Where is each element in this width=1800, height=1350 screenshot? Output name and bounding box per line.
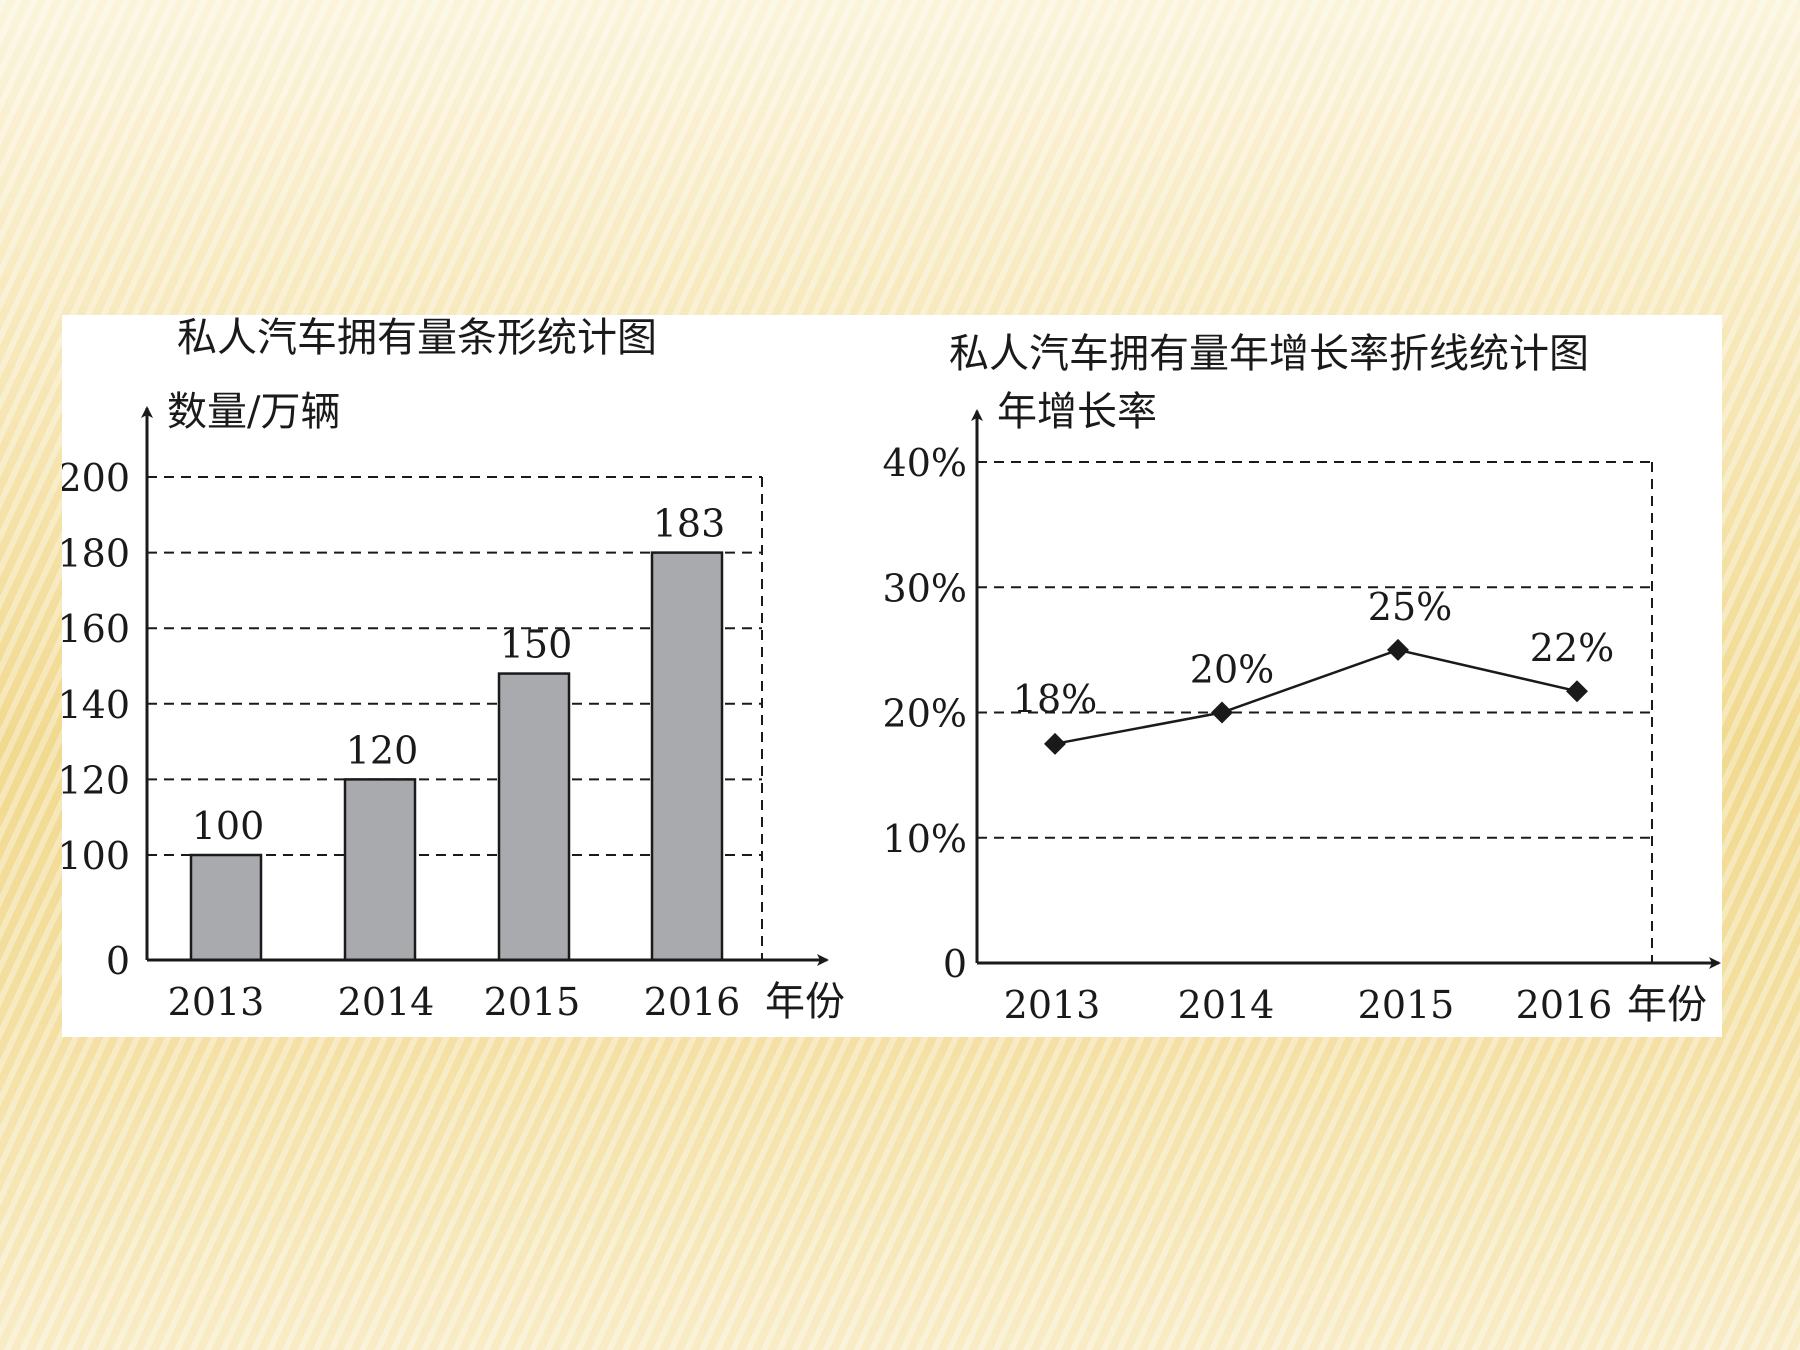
bar-chart-y-tick-label: 120 [62, 758, 130, 802]
charts-canvas: 私人汽车拥有量条形统计图 数量/万辆 0 100 120 140 160 180 200 2… [57, 315, 1721, 1028]
bar-chart-x-tick-labels: 2013 2014 2015 2016 [168, 980, 741, 1024]
line-chart-y-tick-label: 30% [883, 566, 967, 610]
bar-chart-y-tick-label: 200 [62, 456, 130, 500]
line-chart-series-line [1054, 648, 1578, 746]
bar-chart-bar-2016 [650, 551, 724, 962]
line-chart-marker-2015 [1387, 638, 1409, 661]
bar-chart-y-tick-labels: 0 100 120 140 160 180 200 [57, 456, 130, 983]
line-chart-value-labels: 18% 20% 25% 22% [1013, 585, 1614, 721]
line-chart-value-label: 25% [1368, 585, 1452, 629]
bar-chart-y-tick-label: 160 [62, 607, 130, 651]
bar-chart-value-label: 100 [192, 804, 265, 848]
line-chart: 私人汽车拥有量年增长率折线统计图 年增长率 0 10% 20% 30% 40% 2013… [883, 331, 1721, 1028]
figure-panel: 私人汽车拥有量条形统计图 数量/万辆 0 100 120 140 160 180 200 2… [57, 315, 1722, 1037]
bar-chart-value-label: 150 [500, 623, 573, 667]
line-chart-marker-2013 [1044, 732, 1066, 755]
line-chart-marker-2016 [1566, 680, 1588, 703]
line-chart-x-axis-label: 年份 [1627, 982, 1707, 1028]
bar-chart-x-tick-label: 2014 [338, 980, 435, 1024]
line-chart-y-tick-label: 40% [883, 441, 967, 485]
bar-chart-y-tick-label: 180 [62, 532, 130, 576]
line-chart-x-tick-label: 2014 [1178, 983, 1275, 1027]
line-chart-x-tick-label: 2016 [1516, 983, 1613, 1027]
line-chart-y-axis-label: 年增长率 [997, 389, 1157, 435]
bar-chart-x-tick-label: 2016 [644, 980, 741, 1024]
line-chart-y-tick-label: 20% [883, 692, 967, 736]
bar-chart-bar-2014 [343, 778, 417, 962]
line-chart-gridlines [977, 461, 1652, 839]
line-chart-value-label: 20% [1190, 648, 1274, 692]
bar-chart-bars [189, 551, 724, 962]
line-chart-markers [1044, 638, 1588, 755]
line-chart-y-tick-labels: 0 10% 20% 30% 40% [883, 441, 967, 986]
bar-chart-y-tick-label: 140 [62, 683, 130, 727]
line-chart-x-tick-labels: 2013 2014 2015 2016 [1004, 983, 1613, 1027]
bar-chart: 私人汽车拥有量条形统计图 数量/万辆 0 100 120 140 160 180 200 2… [57, 315, 845, 1025]
line-chart-title: 私人汽车拥有量年增长率折线统计图 [949, 331, 1589, 377]
bar-chart-value-labels: 100 120 150 183 [192, 502, 726, 848]
line-chart-y-tick-label: 10% [883, 817, 967, 861]
bar-chart-x-axis-label: 年份 [765, 979, 845, 1025]
line-chart-value-label: 18% [1013, 677, 1097, 721]
line-chart-value-label: 22% [1530, 626, 1614, 670]
bar-chart-value-label: 120 [346, 728, 419, 772]
line-chart-x-tick-label: 2015 [1358, 983, 1455, 1027]
bar-chart-value-label: 183 [653, 502, 726, 546]
bar-chart-y-tick-label: 0 [106, 939, 130, 983]
bar-chart-title: 私人汽车拥有量条形统计图 [177, 315, 657, 361]
line-chart-x-tick-label: 2013 [1004, 983, 1101, 1027]
line-chart-marker-2014 [1211, 701, 1233, 724]
bar-chart-y-axis-label: 数量/万辆 [167, 389, 340, 435]
bar-chart-x-tick-label: 2015 [484, 980, 581, 1024]
bar-chart-bar-2013 [189, 853, 263, 962]
bar-chart-bar-2015 [497, 672, 571, 962]
line-chart-y-tick-label: 0 [943, 942, 967, 986]
bar-chart-x-tick-label: 2013 [168, 980, 265, 1024]
bar-chart-y-tick-label: 100 [62, 834, 130, 878]
